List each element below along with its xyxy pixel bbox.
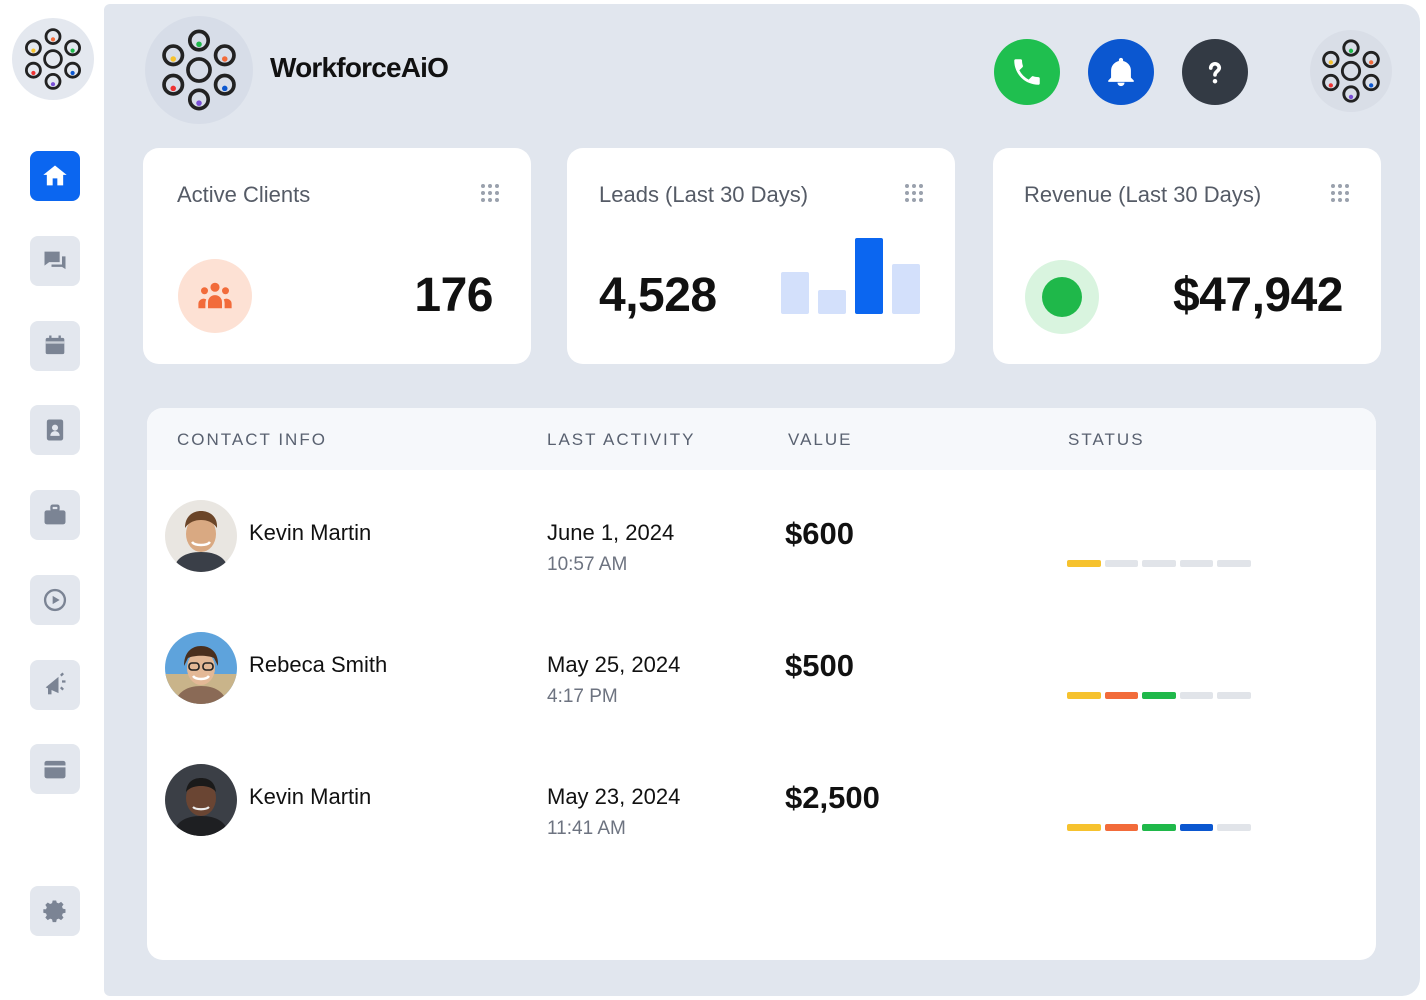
- contact-name: Rebeca Smith: [249, 652, 388, 677]
- window-icon: [44, 760, 66, 779]
- user-avatar[interactable]: [1310, 30, 1392, 112]
- clients-badge: [178, 259, 252, 333]
- avatar: [165, 764, 237, 836]
- play-icon: [43, 588, 67, 612]
- card-title: Leads (Last 30 Days): [599, 182, 809, 207]
- status-segment: [1217, 692, 1251, 699]
- status-progress: [1067, 824, 1251, 831]
- status-segment: [1179, 692, 1214, 699]
- leads-bar-chart-icon: [781, 238, 920, 314]
- contact-name: Kevin Martin: [249, 784, 372, 809]
- active-clients-value: 176: [414, 269, 493, 322]
- contact-name: Kevin Martin: [249, 520, 372, 545]
- drag-handle-icon[interactable]: [903, 182, 925, 204]
- company-logo-icon[interactable]: [145, 16, 253, 124]
- briefcase-icon: [44, 504, 66, 525]
- status-segment: [1142, 824, 1176, 831]
- table-row[interactable]: Kevin Martin May 23, 2024 11:41 AM $2,50…: [147, 740, 1376, 872]
- sidebar: [0, 0, 104, 1000]
- sidebar-item-settings[interactable]: [30, 886, 80, 936]
- help-icon: [1208, 61, 1222, 84]
- header-value[interactable]: VALUE: [788, 430, 853, 449]
- status-segment: [1142, 692, 1176, 699]
- status-dot-icon: [1042, 277, 1082, 317]
- calendar-icon: [45, 335, 65, 355]
- status-segment: [1179, 560, 1214, 567]
- deal-value: $500: [785, 648, 854, 683]
- revenue-value: $47,942: [1172, 269, 1344, 322]
- card-revenue: Revenue (Last 30 Days) $47,942: [993, 148, 1381, 364]
- sidebar-item-media[interactable]: [30, 575, 80, 625]
- user-logo-icon: [1322, 39, 1380, 103]
- chat-icon: [44, 251, 66, 270]
- status-segment: [1104, 560, 1139, 567]
- sidebar-item-sites[interactable]: [30, 744, 80, 794]
- sidebar-item-calendar[interactable]: [30, 321, 80, 371]
- brand-logo-icon[interactable]: [12, 18, 94, 100]
- sidebar-item-deals[interactable]: [30, 490, 80, 540]
- notifications-button[interactable]: [1088, 39, 1154, 105]
- leads-bar: [781, 272, 809, 314]
- header-status[interactable]: STATUS: [1068, 430, 1145, 449]
- phone-button[interactable]: [994, 39, 1060, 105]
- gear-icon: [43, 900, 66, 923]
- table-row[interactable]: Rebeca Smith May 25, 2024 4:17 PM $500: [147, 608, 1376, 740]
- avatar: [165, 500, 237, 572]
- people-icon: [198, 282, 232, 309]
- sidebar-item-marketing[interactable]: [30, 660, 80, 710]
- sidebar-item-home[interactable]: [30, 151, 80, 201]
- sidebar-item-messages[interactable]: [30, 236, 80, 286]
- activity-date: May 23, 2024: [547, 784, 681, 809]
- drag-handle-icon[interactable]: [1329, 182, 1351, 204]
- bell-icon: [1108, 57, 1134, 87]
- leads-bar: [855, 238, 883, 314]
- card-active-clients: Active Clients 176: [143, 148, 531, 364]
- status-progress: [1067, 560, 1251, 567]
- status-segment: [1142, 560, 1176, 567]
- sidebar-item-contacts[interactable]: [30, 405, 80, 455]
- card-title: Revenue (Last 30 Days): [1024, 182, 1262, 207]
- avatar: [165, 632, 237, 704]
- megaphone-icon: [45, 672, 66, 695]
- status-segment: [1067, 824, 1101, 831]
- status-segment: [1067, 560, 1101, 567]
- activity-date: June 1, 2024: [547, 520, 675, 545]
- activity-time: 11:41 AM: [547, 818, 626, 839]
- app-name: WorkforceAiO: [270, 52, 449, 83]
- status-segment: [1179, 824, 1214, 831]
- status-segment: [1104, 824, 1139, 831]
- status-segment: [1217, 824, 1251, 831]
- activity-time: 10:57 AM: [547, 554, 628, 575]
- deal-value: $2,500: [785, 780, 880, 815]
- header-contact-info[interactable]: CONTACT INFO: [177, 430, 327, 449]
- status-segment: [1104, 692, 1139, 699]
- activity-date: May 25, 2024: [547, 652, 681, 677]
- leads-bar: [892, 264, 920, 314]
- header-last-activity[interactable]: LAST ACTIVITY: [547, 430, 696, 449]
- drag-handle-icon[interactable]: [479, 182, 501, 204]
- status-progress: [1067, 692, 1251, 699]
- table-row[interactable]: Kevin Martin June 1, 2024 10:57 AM $600: [147, 476, 1376, 608]
- help-button[interactable]: [1182, 39, 1248, 105]
- card-title: Active Clients: [177, 182, 311, 207]
- card-leads: Leads (Last 30 Days) 4,528: [567, 148, 955, 364]
- contacts-icon: [46, 419, 64, 441]
- status-segment: [1067, 692, 1101, 699]
- home-icon: [43, 165, 67, 186]
- leads-bar: [818, 290, 846, 314]
- table-header: CONTACT INFO LAST ACTIVITY VALUE STATUS: [147, 408, 1376, 470]
- phone-icon: [1014, 59, 1040, 85]
- contacts-table: CONTACT INFO LAST ACTIVITY VALUE STATUS …: [147, 408, 1376, 960]
- revenue-badge: [1025, 260, 1099, 334]
- leads-value: 4,528: [599, 269, 717, 322]
- activity-time: 4:17 PM: [547, 686, 618, 707]
- deal-value: $600: [785, 516, 854, 551]
- status-segment: [1217, 560, 1251, 567]
